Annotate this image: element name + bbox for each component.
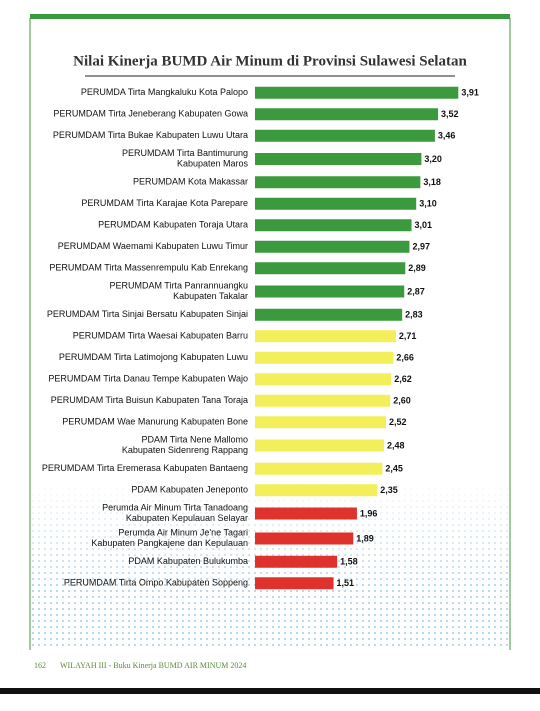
category-label: Perumda Air Minum Tirta Tanadoang Kabupat… [102, 503, 248, 524]
value-label: 3,20 [424, 154, 442, 164]
bottom-bar [0, 688, 540, 694]
value-label: 2,83 [405, 310, 423, 320]
bar [255, 484, 378, 497]
value-label: 3,91 [461, 88, 479, 98]
bar [255, 176, 421, 189]
category-label: PERUMDAM Tirta Waesai Kabupaten Barru [73, 331, 248, 341]
bar [255, 108, 439, 121]
value-label: 2,97 [412, 242, 430, 252]
value-label: 2,60 [393, 396, 411, 406]
bar [255, 507, 357, 520]
category-label: PERUMDAM Tirta Ompo Kabupaten Soppeng [64, 578, 248, 588]
bar [255, 285, 405, 298]
value-label: 1,51 [337, 578, 355, 588]
category-label: PERUMDAM Tirta Panrannuangku Kabupaten Ta… [109, 281, 248, 302]
bar [255, 197, 417, 210]
value-label: 2,87 [407, 286, 425, 296]
value-label: 2,48 [387, 440, 405, 450]
value-label: 3,18 [423, 177, 441, 187]
value-label: 3,52 [441, 109, 459, 119]
bar [255, 577, 334, 590]
category-label: PDAM Tirta Nene Mallomo Kabupaten Sidenre… [122, 435, 248, 456]
value-label: 2,89 [408, 263, 426, 273]
bar [255, 240, 410, 253]
category-label: PERUMDAM Kabupaten Toraja Utara [98, 220, 248, 230]
bar [255, 129, 435, 142]
category-label: PERUMDAM Tirta Sinjai Bersatu Kabupaten … [47, 309, 248, 319]
category-label: PERUMDAM Tirta Bukae Kabupaten Luwu Utar… [53, 130, 248, 140]
category-label: PDAM Kabupaten Jeneponto [131, 485, 248, 495]
category-label: PERUMDAM Tirta Buisun Kabupaten Tana Tor… [51, 395, 248, 405]
bar [255, 262, 406, 275]
category-label: PERUMDAM Tirta Jeneberang Kabupaten Gowa [53, 109, 248, 119]
value-label: 1,96 [360, 508, 378, 518]
category-label: PERUMDAM Tirta Massenrempulu Kab Enrekan… [49, 263, 248, 273]
bar [255, 308, 403, 321]
value-label: 3,10 [419, 199, 437, 209]
page-number: 162 [34, 661, 46, 670]
value-label: 2,66 [396, 353, 414, 363]
bar [255, 394, 391, 407]
value-label: 2,71 [399, 331, 417, 341]
bar [255, 373, 392, 386]
top-border [30, 14, 510, 19]
category-label: PERUMDAM Tirta Karajae Kota Parepare [81, 198, 248, 208]
value-label: 3,46 [438, 131, 456, 141]
category-label: PERUMDAM Waemami Kabupaten Luwu Timur [58, 241, 248, 251]
category-label: PERUMDAM Tirta Latimojong Kabupaten Luwu [59, 352, 248, 362]
value-label: 2,45 [385, 464, 403, 474]
value-label: 1,58 [340, 557, 358, 567]
bar [255, 439, 384, 452]
bar [255, 153, 422, 165]
value-label: 2,52 [389, 417, 407, 427]
bar [255, 416, 387, 429]
footer-text: WILAYAH III - Buku Kinerja BUMD AIR MINU… [60, 661, 246, 670]
value-label: 3,01 [415, 220, 433, 230]
value-label: 1,89 [356, 533, 374, 543]
category-label: PERUMDAM Kota Makassar [133, 177, 248, 187]
category-label: Perumda Air Minum Je'ne Tagari Kabupaten … [91, 528, 248, 549]
category-label: PERUMDAM Wae Manurung Kabupaten Bone [62, 417, 248, 427]
bar [255, 86, 459, 99]
bar [255, 462, 383, 475]
bar [255, 351, 394, 364]
bar [255, 555, 338, 568]
value-label: 2,62 [394, 374, 412, 384]
bar [255, 532, 354, 545]
bar [255, 219, 412, 232]
category-label: PERUMDAM Tirta Bantimurung Kabupaten Maro… [122, 148, 249, 169]
value-label: 2,35 [380, 485, 398, 495]
bar [255, 330, 396, 343]
category-label: PERUMDAM Tirta Eremerasa Kabupaten Banta… [42, 463, 248, 473]
chart-title: Nilai Kinerja BUMD Air Minum di Provinsi… [73, 53, 467, 69]
category-label: PDAM Kabupaten Bulukumba [128, 556, 248, 566]
category-label: PERUMDA Tirta Mangkaluku Kota Palopo [81, 87, 248, 97]
category-label: PERUMDAM Tirta Danau Tempe Kabupaten Waj… [48, 374, 248, 384]
